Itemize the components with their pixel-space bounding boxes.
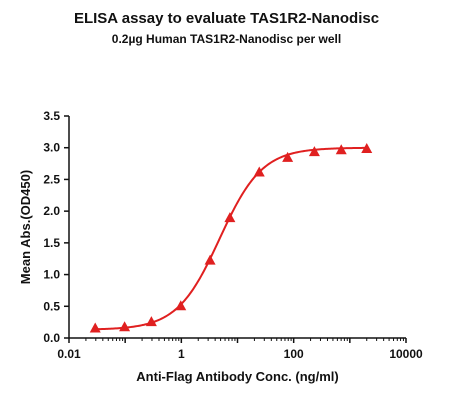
x-tick-label: 100: [284, 347, 304, 361]
data-point: [308, 146, 320, 157]
y-tick-label: 2.0: [43, 204, 60, 218]
x-tick-label: 0.01: [57, 347, 81, 361]
y-axis-label: Mean Abs.(OD450): [18, 170, 33, 284]
y-tick-label: 3.5: [43, 109, 60, 123]
y-tick-label: 0.0: [43, 331, 60, 345]
data-point: [145, 316, 157, 327]
y-tick-label: 1.0: [43, 268, 60, 282]
x-tick-label: 1: [178, 347, 185, 361]
data-point: [335, 144, 347, 155]
y-tick-label: 0.5: [43, 299, 60, 313]
x-axis-label: Anti-Flag Antibody Conc. (ng/ml): [136, 369, 338, 384]
data-points: [89, 142, 373, 333]
tick-labels: 0.0 0.5 1.0 1.5 2.0 2.5 3.0 3.5 0.01 1 100 10000: [43, 109, 423, 361]
data-point: [119, 321, 131, 332]
data-point: [253, 166, 265, 177]
y-tick-label: 2.5: [43, 172, 60, 186]
fit-curve: [95, 146, 367, 331]
chart-title: ELISA assay to evaluate TAS1R2-Nanodisc: [73, 10, 380, 27]
data-point: [204, 254, 216, 265]
data-point: [282, 151, 294, 162]
chart-subtitle: 0.2µg Human TAS1R2-Nanodisc per well: [111, 32, 342, 46]
data-point: [361, 142, 373, 153]
y-tick-label: 3.0: [43, 141, 60, 155]
x-tick-label: 10000: [389, 347, 423, 361]
data-point: [224, 212, 236, 223]
data-point: [175, 300, 187, 311]
y-tick-label: 1.5: [43, 236, 60, 250]
data-point: [89, 322, 101, 333]
axes: [64, 115, 407, 343]
